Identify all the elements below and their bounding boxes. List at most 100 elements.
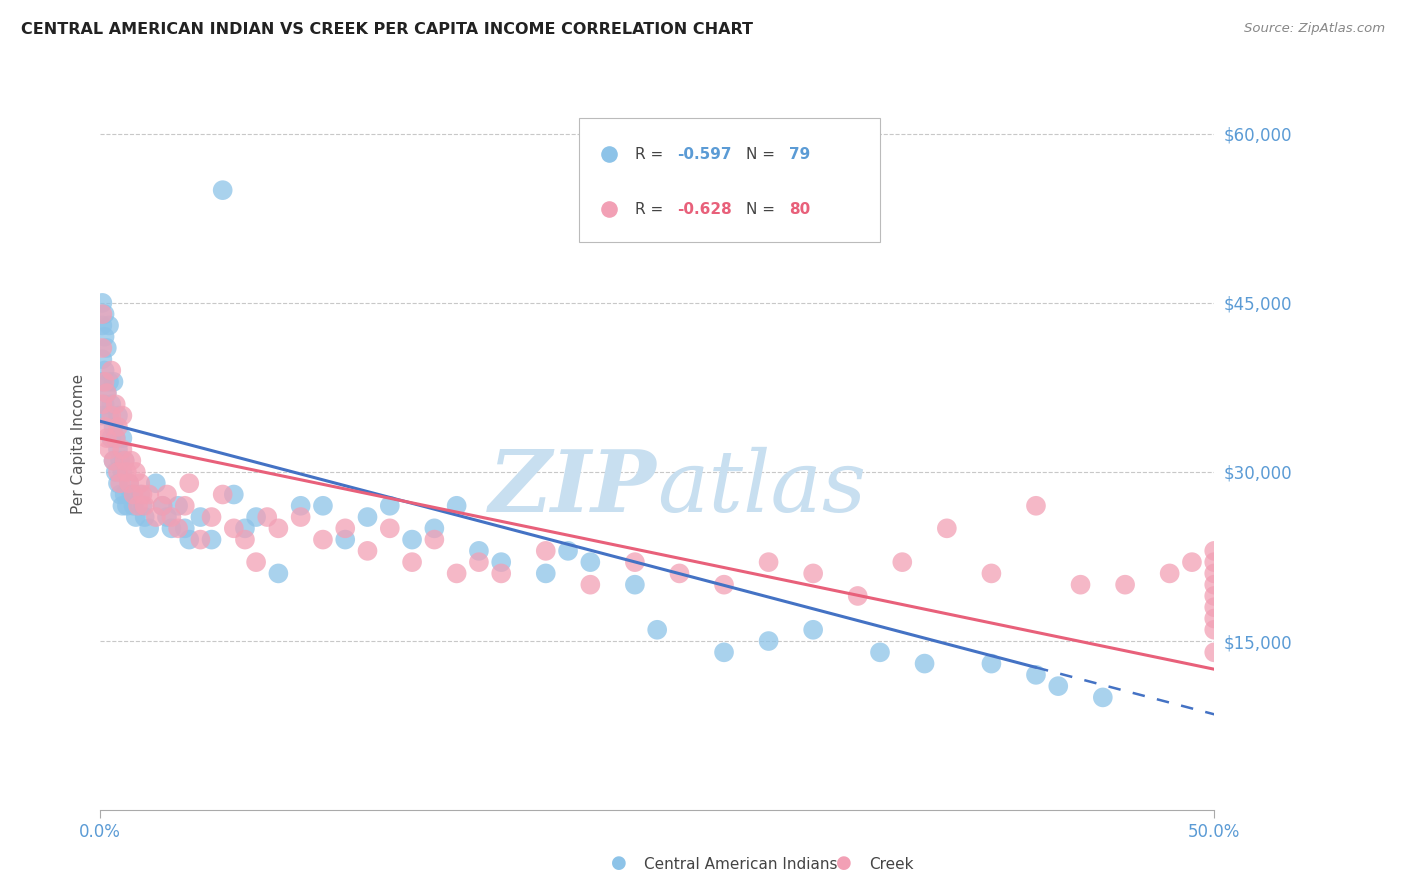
Point [93,375,115,389]
Point [534,566,557,581]
Point [401,533,423,547]
Point [222,487,245,501]
Point [489,555,512,569]
Point [107,442,129,457]
Point [114,487,136,501]
Point [93,397,115,411]
Point [100,363,122,377]
Point [980,566,1002,581]
Point [256,510,278,524]
Point [173,521,195,535]
Point [131,487,153,501]
Point [114,453,136,467]
Point [557,544,579,558]
Point [103,453,125,467]
Point [290,510,312,524]
Text: R =: R = [636,202,668,217]
Point [1091,690,1114,705]
Point [1204,611,1226,625]
Point [1070,577,1092,591]
Point [713,645,735,659]
Point [156,510,179,524]
Point [914,657,936,671]
Point [1204,577,1226,591]
Point [758,555,780,569]
Point [1204,645,1226,659]
Point [152,499,174,513]
Point [1204,555,1226,569]
Point [100,431,122,445]
Text: N =: N = [747,202,780,217]
Point [108,453,131,467]
Point [114,453,136,467]
Point [129,487,152,501]
Point [111,409,134,423]
Point [160,510,183,524]
Point [645,623,668,637]
Point [108,487,131,501]
Point [91,307,114,321]
Point [98,318,121,333]
Point [138,521,160,535]
Point [1204,544,1226,558]
Y-axis label: Per Capita Income: Per Capita Income [72,374,86,514]
Point [91,375,114,389]
Point [93,363,115,377]
Point [125,465,148,479]
Point [93,329,115,343]
Point [1025,668,1047,682]
Point [579,577,602,591]
Point [115,499,138,513]
Point [179,476,201,491]
Point [245,510,267,524]
Point [93,307,115,321]
Point [122,487,145,501]
Point [233,533,256,547]
Point [111,442,134,457]
Point [446,566,468,581]
Point [167,521,190,535]
Point [935,521,957,535]
Point [1181,555,1204,569]
Point [145,476,167,491]
Point [96,386,118,401]
Point [1107,803,1129,817]
Point [1047,679,1070,693]
Point [91,352,114,367]
Point [758,634,780,648]
Point [120,453,142,467]
Point [127,499,149,513]
Point [91,409,114,423]
Point [96,386,118,401]
Point [107,476,129,491]
Text: ZIP: ZIP [489,446,657,530]
Point [120,487,142,501]
Point [1025,499,1047,513]
Point [211,487,233,501]
Point [290,499,312,513]
Point [1204,589,1226,603]
Point [104,465,127,479]
Point [356,544,378,558]
Point [103,453,125,467]
Point [108,476,131,491]
Point [122,499,145,513]
Point [1114,577,1136,591]
Point [145,510,167,524]
Point [233,521,256,535]
Text: 79: 79 [789,146,810,161]
Point [98,409,121,423]
Text: Source: ZipAtlas.com: Source: ZipAtlas.com [1244,22,1385,36]
Point [668,566,690,581]
Point [179,533,201,547]
Point [200,533,222,547]
FancyBboxPatch shape [579,118,880,243]
Point [134,499,156,513]
Point [167,499,190,513]
Point [190,533,212,547]
Text: Central American Indians: Central American Indians [644,857,838,872]
Point [98,375,121,389]
Point [312,499,335,513]
Point [446,499,468,513]
Point [118,476,141,491]
